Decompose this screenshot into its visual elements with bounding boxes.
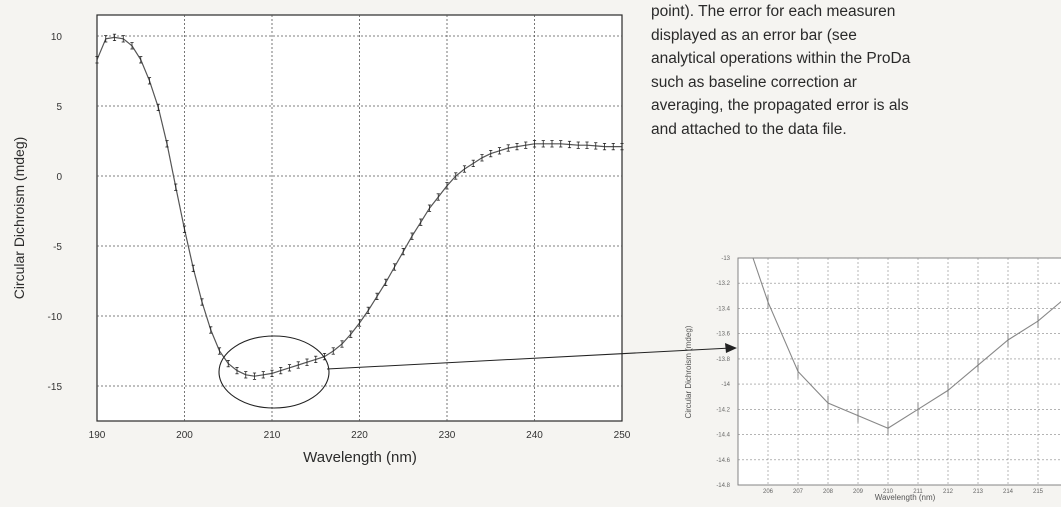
- inset-x-tick-label: 206: [763, 489, 774, 495]
- main-y-tick-label: -10: [48, 312, 63, 323]
- paragraph-line: displayed as an error bar (see: [651, 26, 857, 44]
- inset-plot-frame: [737, 257, 1061, 486]
- paragraph-line: and attached to the data file.: [651, 120, 847, 138]
- zoom-callout: [218, 335, 737, 409]
- inset-y-tick-label: -13.4: [716, 306, 730, 312]
- inset-y-tick-label: -14.8: [716, 483, 730, 489]
- main-x-tick-label: 200: [176, 430, 193, 441]
- main-y-axis-label: Circular Dichroism (mdeg): [11, 137, 27, 300]
- inset-x-tick-label: 209: [853, 489, 864, 495]
- main-series: [95, 33, 624, 380]
- inset-y-ticks: -13 -13.2 -13.4 -13.6 -13.8 -14 -14.2 -14.4 -14.…: [716, 256, 730, 489]
- inset-y-tick-label: -14.4: [716, 433, 730, 439]
- main-x-tick-label: 220: [351, 430, 368, 441]
- inset-x-ticks: 206 207 208 209 210 211 212 213 214 215: [763, 489, 1044, 495]
- inset-y-tick-label: -13.8: [716, 357, 730, 363]
- inset-x-tick-label: 210: [883, 489, 894, 495]
- paragraph-line: analytical operations within the ProDa: [651, 50, 911, 67]
- inset-x-tick-label: 208: [823, 489, 834, 495]
- inset-x-tick-label: 212: [943, 489, 954, 495]
- paragraph-line: point). The error for each measuren: [651, 3, 896, 20]
- inset-y-tick-label: -13.6: [716, 332, 730, 338]
- inset-x-tick-label: 215: [1033, 489, 1044, 495]
- main-x-tick-label: 230: [439, 430, 456, 441]
- inset-x-tick-label: 207: [793, 489, 804, 495]
- main-y-tick-label: -5: [53, 242, 62, 253]
- main-cd-chart: 190 200 210 220 230 240 250 10 5 0 -5 -10 -15 Wavel…: [11, 14, 631, 466]
- zoom-arrow-head: [725, 343, 737, 353]
- main-x-tick-label: 190: [89, 430, 106, 441]
- inset-y-axis-label: Circular Dichroism (mdeg): [684, 325, 693, 418]
- zoom-arrow-line: [326, 347, 732, 370]
- zoom-highlight-ellipse: [218, 335, 330, 409]
- main-y-tick-label: 10: [51, 32, 63, 43]
- main-x-tick-label: 250: [614, 430, 631, 441]
- main-x-tick-label: 240: [526, 430, 543, 441]
- main-y-ticks: 10 5 0 -5 -10 -15: [48, 32, 63, 393]
- inset-grid: [738, 257, 1061, 486]
- inset-x-tick-label: 214: [1003, 489, 1014, 495]
- main-y-tick-label: 0: [56, 172, 62, 183]
- inset-y-tick-label: -14.2: [716, 407, 730, 413]
- main-x-ticks: 190 200 210 220 230 240 250: [89, 430, 631, 441]
- main-plot-frame: [96, 14, 623, 422]
- inset-y-tick-label: -14.6: [716, 458, 730, 464]
- main-x-tick-label: 210: [264, 430, 281, 441]
- inset-series-line: [752, 257, 1061, 429]
- main-grid: [97, 15, 622, 421]
- main-y-tick-label: 5: [56, 102, 62, 113]
- body-paragraph: point). The error for each measuren disp…: [651, 0, 1061, 141]
- paragraph-line: such as baseline correction ar: [651, 73, 857, 91]
- inset-cd-chart: 206 207 208 209 210 211 212 213 214 215 -13-13.2-…: [684, 256, 1061, 502]
- main-y-tick-label: -15: [48, 382, 63, 393]
- inset-series: [752, 257, 1061, 436]
- inset-y-tick-label: -13.2: [716, 281, 730, 287]
- main-x-axis-label: Wavelength (nm): [303, 449, 417, 466]
- inset-y-tick-label: -13: [721, 256, 730, 262]
- paragraph-line: averaging, the propagated error is als: [651, 97, 909, 114]
- inset-x-tick-label: 211: [913, 489, 923, 495]
- inset-x-axis-label: Wavelength (nm): [875, 493, 936, 502]
- inset-y-tick-label: -14: [721, 382, 730, 388]
- inset-x-tick-label: 213: [973, 489, 984, 495]
